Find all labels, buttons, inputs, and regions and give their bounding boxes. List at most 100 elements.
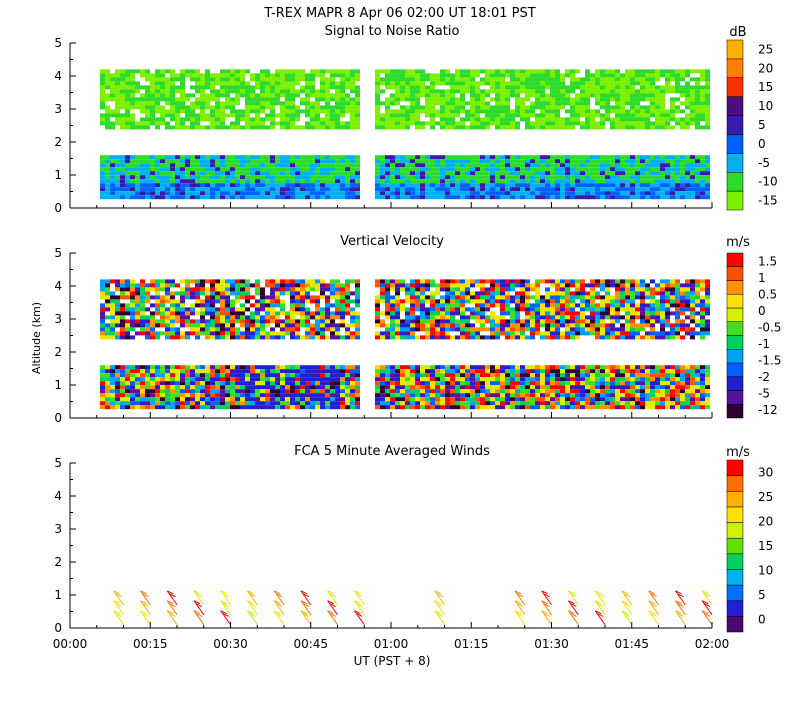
vv-heatmap-cell <box>270 381 275 385</box>
vv-heatmap-cell <box>165 405 170 409</box>
snr-heatmap-cell <box>645 195 650 199</box>
snr-heatmap-cell <box>470 167 475 171</box>
vv-heatmap-cell <box>320 327 325 331</box>
vv-heatmap-cell <box>330 319 335 323</box>
snr-heatmap-cell <box>195 105 200 109</box>
snr-heatmap-cell <box>120 69 125 73</box>
snr-heatmap-cell <box>210 179 215 183</box>
snr-heatmap-cell <box>445 89 450 93</box>
snr-heatmap-cell <box>300 97 305 101</box>
vv-heatmap-cell <box>450 335 455 339</box>
snr-heatmap-cell <box>375 113 380 117</box>
snr-heatmap-cell <box>625 187 630 191</box>
vv-heatmap-cell <box>330 397 335 401</box>
vv-heatmap-cell <box>315 389 320 393</box>
snr-heatmap-cell <box>295 183 300 187</box>
snr-heatmap-cell <box>330 93 335 97</box>
snr-heatmap-cell <box>670 175 675 179</box>
snr-heatmap-cell <box>395 73 400 77</box>
snr-heatmap-cell <box>225 159 230 163</box>
snr-heatmap-cell <box>105 121 110 125</box>
snr-heatmap-cell <box>355 179 360 183</box>
snr-heatmap-cell <box>250 187 255 191</box>
snr-heatmap-cell <box>190 109 195 113</box>
snr-heatmap-cell <box>395 121 400 125</box>
vv-heatmap-cell <box>525 369 530 373</box>
snr-heatmap-cell <box>385 85 390 89</box>
vv-heatmap-cell <box>190 287 195 291</box>
snr-heatmap-cell <box>460 121 465 125</box>
snr-heatmap-cell <box>510 195 515 199</box>
snr-heatmap-cell <box>300 101 305 105</box>
vv-heatmap-cell <box>445 291 450 295</box>
vv-heatmap-cell <box>225 287 230 291</box>
snr-heatmap-cell <box>490 183 495 187</box>
snr-heatmap-cell <box>650 183 655 187</box>
snr-heatmap-cell <box>480 167 485 171</box>
vv-heatmap-cell <box>100 381 105 385</box>
vv-heatmap-cell <box>540 385 545 389</box>
vv-heatmap-cell <box>265 311 270 315</box>
vv-heatmap-cell <box>500 311 505 315</box>
snr-heatmap-cell <box>165 191 170 195</box>
snr-heatmap-cell <box>210 155 215 159</box>
snr-heatmap-cell <box>380 113 385 117</box>
snr-heatmap-cell <box>560 77 565 81</box>
vv-heatmap-cell <box>500 287 505 291</box>
vv-heatmap-cell <box>110 397 115 401</box>
snr-heatmap-cell <box>230 191 235 195</box>
snr-heatmap-cell <box>230 171 235 175</box>
snr-y-tick-label: 1 <box>54 168 62 182</box>
snr-heatmap-cell <box>485 69 490 73</box>
snr-heatmap-cell <box>555 109 560 113</box>
snr-heatmap-cell <box>575 81 580 85</box>
snr-heatmap-cell <box>695 101 700 105</box>
snr-heatmap-cell <box>140 155 145 159</box>
snr-heatmap-cell <box>125 69 130 73</box>
vv-heatmap-cell <box>295 335 300 339</box>
vv-heatmap-cell <box>215 291 220 295</box>
vv-heatmap-cell <box>335 295 340 299</box>
snr-heatmap-cell <box>145 175 150 179</box>
snr-heatmap-cell <box>275 191 280 195</box>
snr-heatmap-cell <box>270 117 275 121</box>
vv-heatmap-cell <box>335 311 340 315</box>
vv-heatmap-cell <box>230 401 235 405</box>
vv-heatmap-cell <box>520 389 525 393</box>
snr-heatmap-cell <box>665 167 670 171</box>
vv-heatmap-cell <box>215 385 220 389</box>
vv-heatmap-cell <box>355 283 360 287</box>
snr-heatmap-cell <box>620 93 625 97</box>
vv-heatmap-cell <box>260 385 265 389</box>
vv-heatmap-cell <box>515 315 520 319</box>
snr-heatmap-cell <box>560 121 565 125</box>
snr-colorbar-swatch <box>727 172 743 191</box>
snr-heatmap-cell <box>460 175 465 179</box>
snr-heatmap-cell <box>315 167 320 171</box>
vv-heatmap-cell <box>200 327 205 331</box>
vv-heatmap-cell <box>400 405 405 409</box>
snr-heatmap-cell <box>315 195 320 199</box>
snr-heatmap-cell <box>640 125 645 129</box>
snr-heatmap-cell <box>600 195 605 199</box>
snr-heatmap-cell <box>655 125 660 129</box>
vv-heatmap-cell <box>330 373 335 377</box>
snr-heatmap-cell <box>265 191 270 195</box>
snr-heatmap-cell <box>335 171 340 175</box>
snr-heatmap-cell <box>155 117 160 121</box>
vv-heatmap-cell <box>525 393 530 397</box>
vv-heatmap-cell <box>340 319 345 323</box>
snr-heatmap-cell <box>205 117 210 121</box>
vv-heatmap-cell <box>475 303 480 307</box>
snr-heatmap-cell <box>625 109 630 113</box>
snr-heatmap-cell <box>380 187 385 191</box>
snr-heatmap-cell <box>140 105 145 109</box>
snr-heatmap-cell <box>455 179 460 183</box>
snr-heatmap-cell <box>535 101 540 105</box>
snr-heatmap-cell <box>580 85 585 89</box>
vv-heatmap-cell <box>460 401 465 405</box>
snr-heatmap-cell <box>390 69 395 73</box>
vv-heatmap-cell <box>485 365 490 369</box>
vv-heatmap-cell <box>515 327 520 331</box>
snr-heatmap-cell <box>260 69 265 73</box>
